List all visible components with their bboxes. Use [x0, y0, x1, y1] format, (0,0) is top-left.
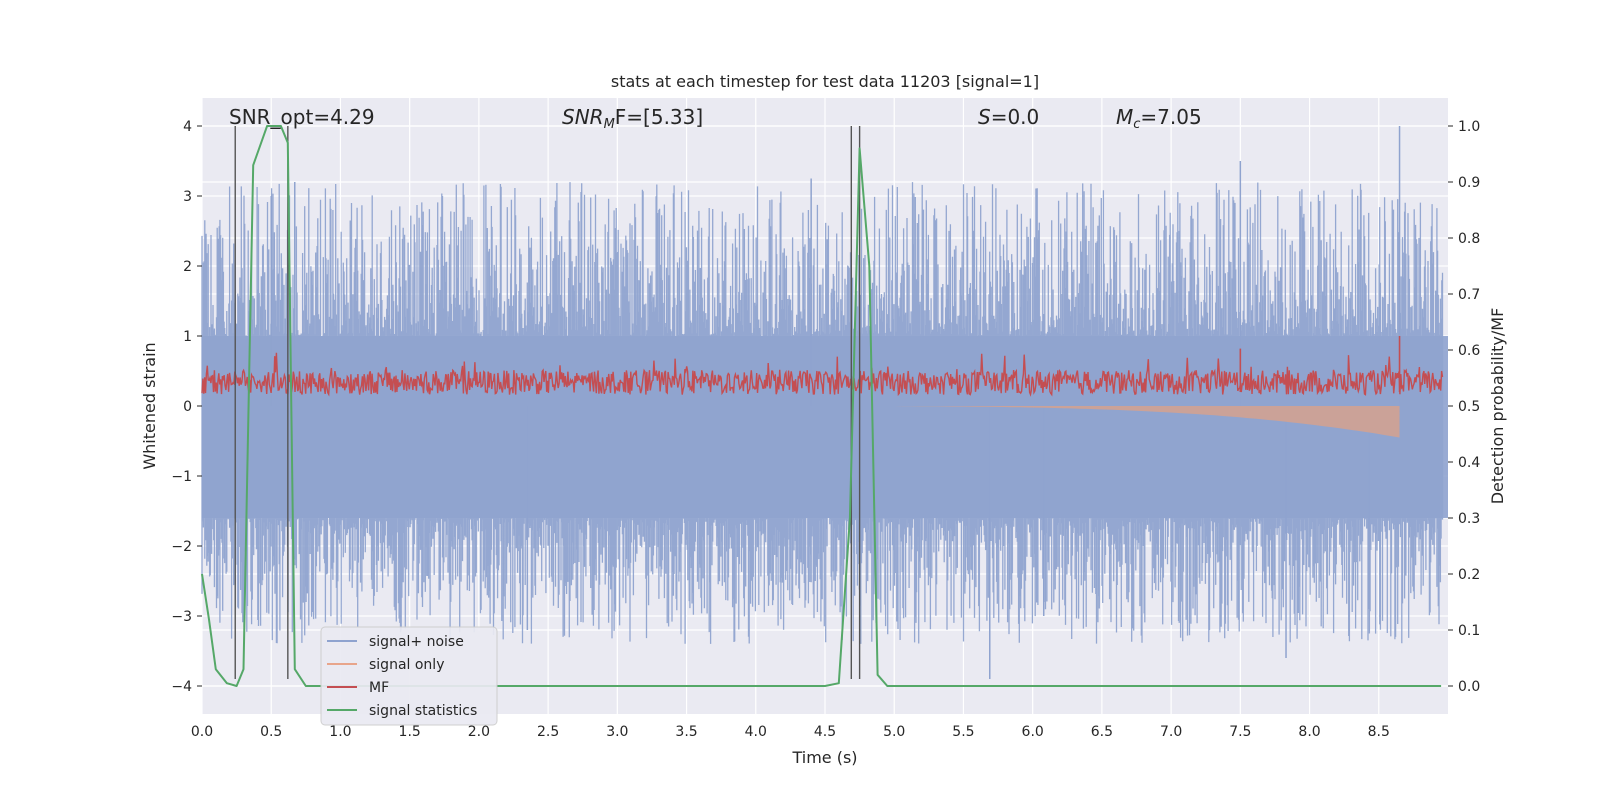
x-tick-label: 8.5 [1368, 724, 1390, 740]
annotation-s: S=0.0 [978, 105, 1039, 129]
x-tick-label: 8.0 [1298, 724, 1320, 740]
x-tick-label: 5.0 [883, 724, 905, 740]
x-tick-label: 5.5 [952, 724, 974, 740]
x-tick-label: 4.0 [745, 724, 767, 740]
vertical-markers [234, 126, 861, 679]
signal-statistics-line [201, 125, 1442, 687]
mc-value: =7.05 [1140, 105, 1201, 129]
noise-trace [201, 182, 1444, 644]
s-label: S [978, 105, 991, 129]
annotation-snr-mf: SNRMF=[5.33] [562, 105, 703, 132]
x-tick-label: 7.5 [1229, 724, 1251, 740]
x-tick-label: 2.5 [537, 724, 559, 740]
legend-label: signal+ noise [369, 634, 464, 650]
x-tick-label: 1.0 [329, 724, 351, 740]
x-tick-label: 3.5 [675, 724, 697, 740]
legend-label: signal statistics [369, 703, 477, 719]
y-tick-label-left: −4 [171, 679, 192, 695]
y-tick-label-right: 0.7 [1458, 287, 1480, 303]
y-tick-label-left: 2 [183, 259, 192, 275]
y-tick-label-left: 1 [183, 329, 192, 345]
mf-trace [201, 352, 1444, 397]
x-tick-label: 2.0 [468, 724, 490, 740]
y-tick-label-right: 0.2 [1458, 567, 1480, 583]
x-tick-label: 3.0 [606, 724, 628, 740]
y-tick-label-right: 0.3 [1458, 511, 1480, 527]
legend: signal+ noise signal only MF signal statist… [320, 626, 498, 726]
y-tick-label-left: 3 [183, 189, 192, 205]
x-tick-label: 6.0 [1022, 724, 1044, 740]
y-tick-label-right: 0.4 [1458, 455, 1480, 471]
y-tick-label-left: −2 [171, 539, 192, 555]
signal-only-series [894, 406, 1400, 438]
y-tick-label-right: 0.9 [1458, 175, 1480, 191]
x-tick-label: 0.5 [260, 724, 282, 740]
y-tick-label-right: 0.6 [1458, 343, 1480, 359]
mc-label: M [1116, 105, 1133, 129]
x-tick-label: 6.5 [1091, 724, 1113, 740]
y-tick-label-right: 0.0 [1458, 679, 1480, 695]
tick-labels: 0.0 0.5 1.0 1.5 2.0 2.5 3.0 3.5 4.0 4.5 5.0 5.5 6.0 6… [171, 119, 1480, 740]
y-tick-label-left: 4 [183, 119, 192, 135]
legend-label: signal only [369, 657, 444, 673]
x-tick-label: 1.5 [399, 724, 421, 740]
x-tick-label: 0.0 [191, 724, 213, 740]
y-tick-label-right: 1.0 [1458, 119, 1480, 135]
x-tick-label: 4.5 [814, 724, 836, 740]
y-axis-label-left: Whitened strain [140, 342, 159, 469]
mc-subscript: c [1133, 117, 1140, 132]
y-tick-label-right: 0.8 [1458, 231, 1480, 247]
y-tick-label-left: −1 [171, 469, 192, 485]
annotation-snr-opt: SNR_opt=4.29 [229, 105, 375, 129]
y-axis-label-right: Detection probability/MF [1488, 308, 1507, 505]
x-axis-label: Time (s) [791, 748, 857, 767]
s-value: =0.0 [991, 105, 1040, 129]
y-tick-label-left: −3 [171, 609, 192, 625]
annotation-mc: Mc=7.05 [1116, 105, 1202, 132]
y-tick-label-left: 0 [183, 399, 192, 415]
snr-mf-subscript: M [604, 117, 615, 132]
x-tick-label: 7.0 [1160, 724, 1182, 740]
legend-label: MF [369, 680, 389, 696]
signal-only-envelope [894, 406, 1400, 438]
y-tick-label-right: 0.1 [1458, 623, 1480, 639]
snr-mf-value: F=[5.33] [615, 105, 703, 129]
y-tick-label-right: 0.5 [1458, 399, 1480, 415]
legend-box [320, 626, 498, 726]
chart-title: stats at each timestep for test data 112… [611, 72, 1039, 91]
snr-mf-label: SNR [562, 105, 604, 129]
signal-statistics-series [201, 125, 1442, 687]
mf-series [201, 336, 1444, 397]
